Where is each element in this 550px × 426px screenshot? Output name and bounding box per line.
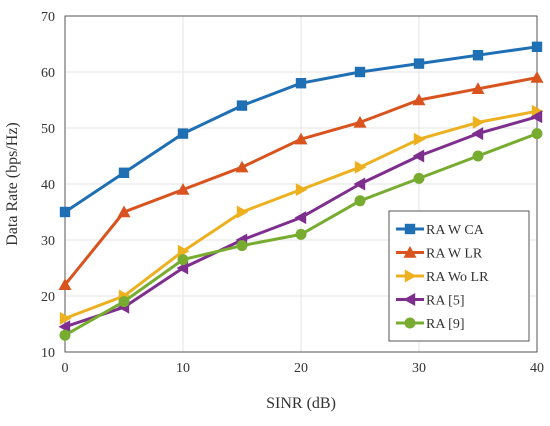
data-point [59, 329, 71, 341]
data-point [117, 205, 131, 218]
x-tick-label: 40 [530, 361, 544, 376]
data-point [531, 104, 544, 118]
legend-label: RA W CA [426, 223, 485, 238]
data-point [295, 183, 308, 197]
data-point [118, 296, 130, 308]
series-group [58, 41, 544, 341]
legend-marker [404, 269, 417, 283]
data-point [235, 160, 249, 173]
legend-marker [404, 317, 416, 329]
series [59, 41, 543, 218]
legend-item: RA [9] [396, 317, 465, 332]
legend-items: RA W CA RA W LR RA Wo LR RA [5] RA [9] [396, 223, 489, 332]
x-tick-label: 20 [294, 361, 308, 376]
y-tick-label: 40 [41, 178, 55, 193]
axis-ticks: 0 10 20 30 40 10 20 30 40 50 60 70 [41, 10, 544, 376]
data-point [472, 115, 485, 129]
data-point [176, 261, 189, 275]
y-tick-label: 30 [41, 234, 55, 249]
y-tick-label: 20 [41, 290, 55, 305]
y-tick-label: 70 [41, 10, 55, 25]
legend-marker [403, 246, 417, 258]
y-tick-label: 50 [41, 122, 55, 137]
data-point [177, 254, 189, 266]
data-point [353, 177, 366, 191]
data-point [236, 240, 248, 252]
legend-item: RA W LR [396, 246, 483, 262]
data-point [58, 320, 71, 334]
data-point [236, 205, 249, 219]
legend-marker [403, 293, 416, 306]
data-point [471, 82, 485, 94]
data-point [294, 132, 308, 145]
data-point [413, 132, 426, 146]
x-tick-label: 30 [412, 361, 426, 376]
series [58, 110, 543, 334]
data-point [354, 66, 366, 78]
y-tick-label: 10 [41, 346, 55, 361]
legend-label: RA W LR [426, 247, 483, 262]
series [58, 71, 544, 290]
data-point [471, 127, 484, 141]
data-point [294, 211, 307, 225]
data-point [472, 50, 484, 61]
data-point [177, 128, 189, 139]
x-tick-label: 0 [62, 361, 69, 376]
data-point [412, 93, 426, 106]
data-point [59, 311, 72, 325]
data-point [295, 78, 307, 89]
data-point [118, 167, 130, 178]
data-point [354, 160, 367, 174]
legend-label: RA [5] [426, 294, 465, 309]
series [59, 128, 543, 341]
data-point [176, 183, 190, 195]
legend-label: RA [9] [426, 317, 465, 332]
x-axis-label: SINR (dB) [266, 395, 336, 412]
data-point [236, 100, 248, 111]
legend: RA W CA RA W LR RA Wo LR RA [5] RA [9] [388, 210, 530, 342]
data-point [530, 71, 544, 83]
data-point [412, 149, 425, 163]
legend-item: RA Wo LR [396, 269, 489, 285]
legend-label: RA Wo LR [426, 270, 489, 285]
data-point [413, 172, 425, 184]
legend-item: RA [5] [396, 293, 465, 309]
y-axis-label: Data Rate (bps/Hz) [4, 122, 21, 246]
data-point [177, 244, 190, 258]
data-point [354, 195, 366, 207]
data-point [295, 228, 307, 240]
data-point [531, 128, 543, 140]
plot-area [64, 15, 538, 353]
data-point [530, 110, 543, 124]
data-point [353, 115, 367, 128]
data-point [58, 278, 72, 290]
legend-marker [404, 223, 416, 235]
data-point [59, 206, 71, 218]
series [59, 104, 544, 325]
data-point [472, 150, 484, 162]
data-point [413, 58, 425, 69]
legend-item: RA W CA [396, 223, 485, 238]
data-point [531, 41, 543, 52]
x-tick-label: 10 [176, 361, 190, 376]
y-tick-label: 60 [41, 66, 55, 81]
